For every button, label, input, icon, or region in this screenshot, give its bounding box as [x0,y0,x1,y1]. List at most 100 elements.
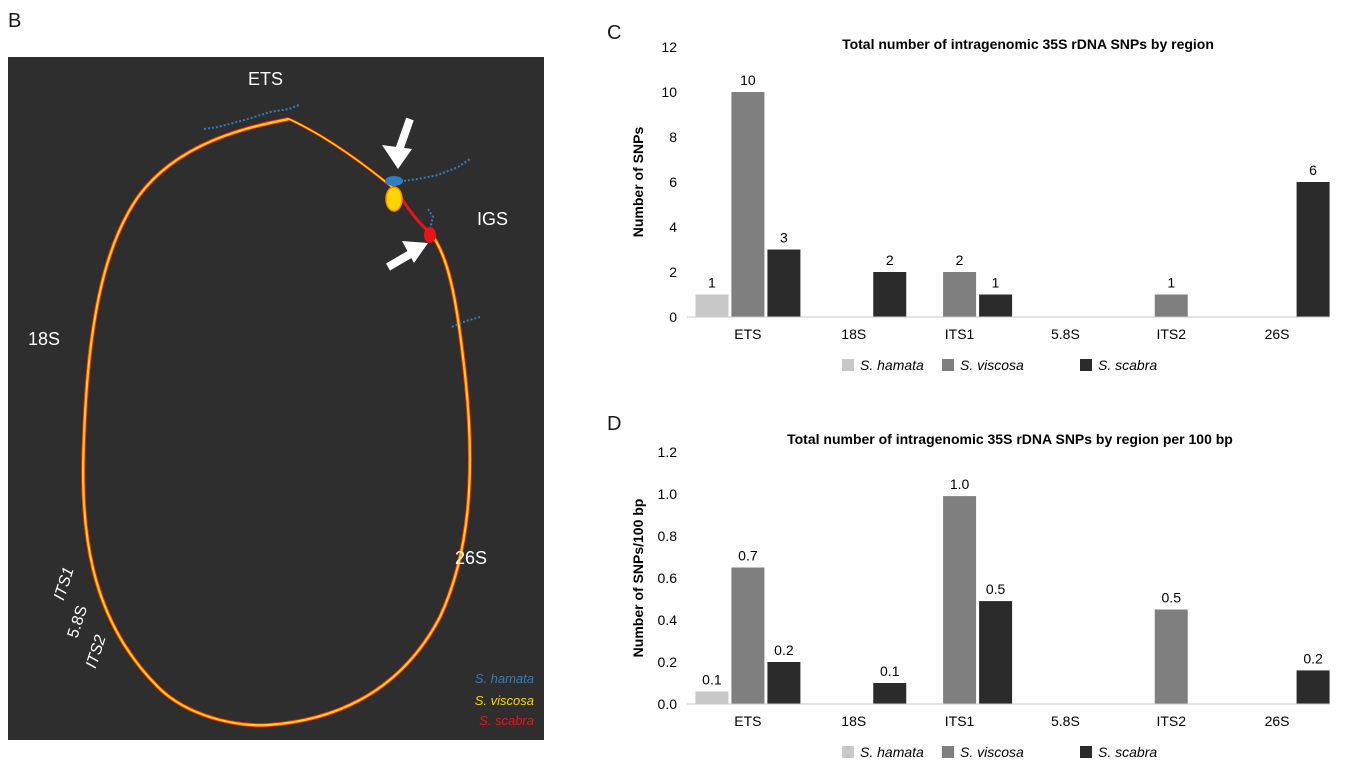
legend-label: S. hamata [860,357,924,373]
region-label-igs: IGS [477,209,508,230]
y-tick-label: 0.4 [658,612,678,628]
data-label: 6 [1309,162,1317,178]
graph-edge-top-right-inner [289,119,398,192]
bar [731,568,764,705]
graph-knot-hamata [385,176,403,186]
bar [873,272,906,317]
x-tick-label: ITS2 [1156,713,1186,729]
data-label: 1 [992,275,1000,291]
y-axis-label: Number of SNPs/100 bp [630,499,646,658]
bar [767,250,800,318]
legend-label: S. hamata [860,744,924,760]
bar [873,683,906,704]
y-tick-label: 12 [661,39,677,55]
legend-label: S. scabra [1098,357,1157,373]
graph-branch-hamata-right [396,159,470,182]
bar [1297,670,1330,704]
bar [695,691,728,704]
y-tick-label: 0.2 [658,654,678,670]
legend-swatch [1080,359,1092,371]
y-tick-label: 2 [669,264,677,280]
legend-label: S. scabra [1098,744,1157,760]
y-tick-label: 8 [669,129,677,145]
y-tick-label: 1.0 [658,486,678,502]
assembly-graph-panel: ETS IGS 18S 26S ITS1 5.8S ITS2 S. hamata… [8,57,544,740]
legend-label: S. viscosa [960,744,1024,760]
y-tick-label: 0.6 [658,570,678,586]
assembly-graph [8,57,544,740]
graph-knot-scabra [424,227,436,243]
x-tick-label: 18S [841,326,866,342]
bar [695,295,728,318]
chart-c-svg: Total number of intragenomic 35S rDNA SN… [610,30,1350,380]
y-tick-label: 0 [669,309,677,325]
x-tick-label: ITS1 [945,326,975,342]
y-axis-label: Number of SNPs [630,127,646,238]
x-tick-label: 26S [1265,713,1290,729]
bar [1155,610,1188,705]
chart-c: Total number of intragenomic 35S rDNA SN… [610,30,1350,380]
region-label-26s: 26S [455,548,487,569]
legend-swatch [1080,746,1092,758]
legend-swatch [842,746,854,758]
data-label: 2 [886,252,894,268]
chart-title: Total number of intragenomic 35S rDNA SN… [842,36,1214,52]
panel-label-b: B [8,10,21,33]
region-label-18s: 18S [28,329,60,350]
bar [767,662,800,704]
arrow-bottom [388,241,428,267]
bar [943,496,976,704]
chart-d: Total number of intragenomic 35S rDNA SN… [610,420,1350,767]
graph-legend-hamata: S. hamata [475,671,534,686]
data-label: 3 [780,230,788,246]
bar [979,601,1012,704]
data-label: 0.2 [774,642,794,658]
chart-d-svg: Total number of intragenomic 35S rDNA SN… [610,420,1350,767]
bar [943,272,976,317]
graph-edge-viscosa [83,119,470,725]
data-label: 0.1 [880,663,900,679]
legend-swatch [942,359,954,371]
y-tick-label: 6 [669,174,677,190]
legend-swatch [842,359,854,371]
bar [1297,182,1330,317]
data-label: 2 [956,252,964,268]
data-label: 0.5 [986,581,1006,597]
region-label-ets: ETS [248,69,283,90]
x-tick-label: 5.8S [1051,326,1080,342]
graph-edge-top-right [289,119,432,235]
chart-title: Total number of intragenomic 35S rDNA SN… [787,431,1233,447]
y-tick-label: 4 [669,219,677,235]
legend-label: S. viscosa [960,357,1024,373]
y-tick-label: 0.0 [658,696,678,712]
bar [1155,295,1188,318]
graph-branch-hamata-igs [428,209,433,229]
y-tick-label: 10 [661,84,677,100]
graph-knot-viscosa [386,187,402,211]
bar [979,295,1012,318]
x-tick-label: 5.8S [1051,713,1080,729]
data-label: 0.1 [702,671,722,687]
bar [731,92,764,317]
data-label: 1.0 [950,476,970,492]
x-tick-label: ETS [734,326,761,342]
y-tick-label: 1.2 [658,444,678,460]
x-tick-label: 26S [1265,326,1290,342]
legend-swatch [942,746,954,758]
data-label: 0.7 [738,548,758,564]
graph-loop [83,105,480,725]
graph-legend-scabra: S. scabra [479,713,534,728]
graph-branch-hamata-top [204,105,299,129]
data-label: 0.5 [1162,590,1182,606]
x-tick-label: 18S [841,713,866,729]
x-tick-label: ITS2 [1156,326,1186,342]
x-tick-label: ETS [734,713,761,729]
data-label: 10 [740,72,756,88]
arrow-top [382,119,412,169]
graph-legend-viscosa: S. viscosa [475,693,534,708]
x-tick-label: ITS1 [945,713,975,729]
graph-edge-scabra [83,119,470,725]
y-tick-label: 0.8 [658,528,678,544]
data-label: 1 [1167,275,1175,291]
data-label: 1 [708,275,716,291]
